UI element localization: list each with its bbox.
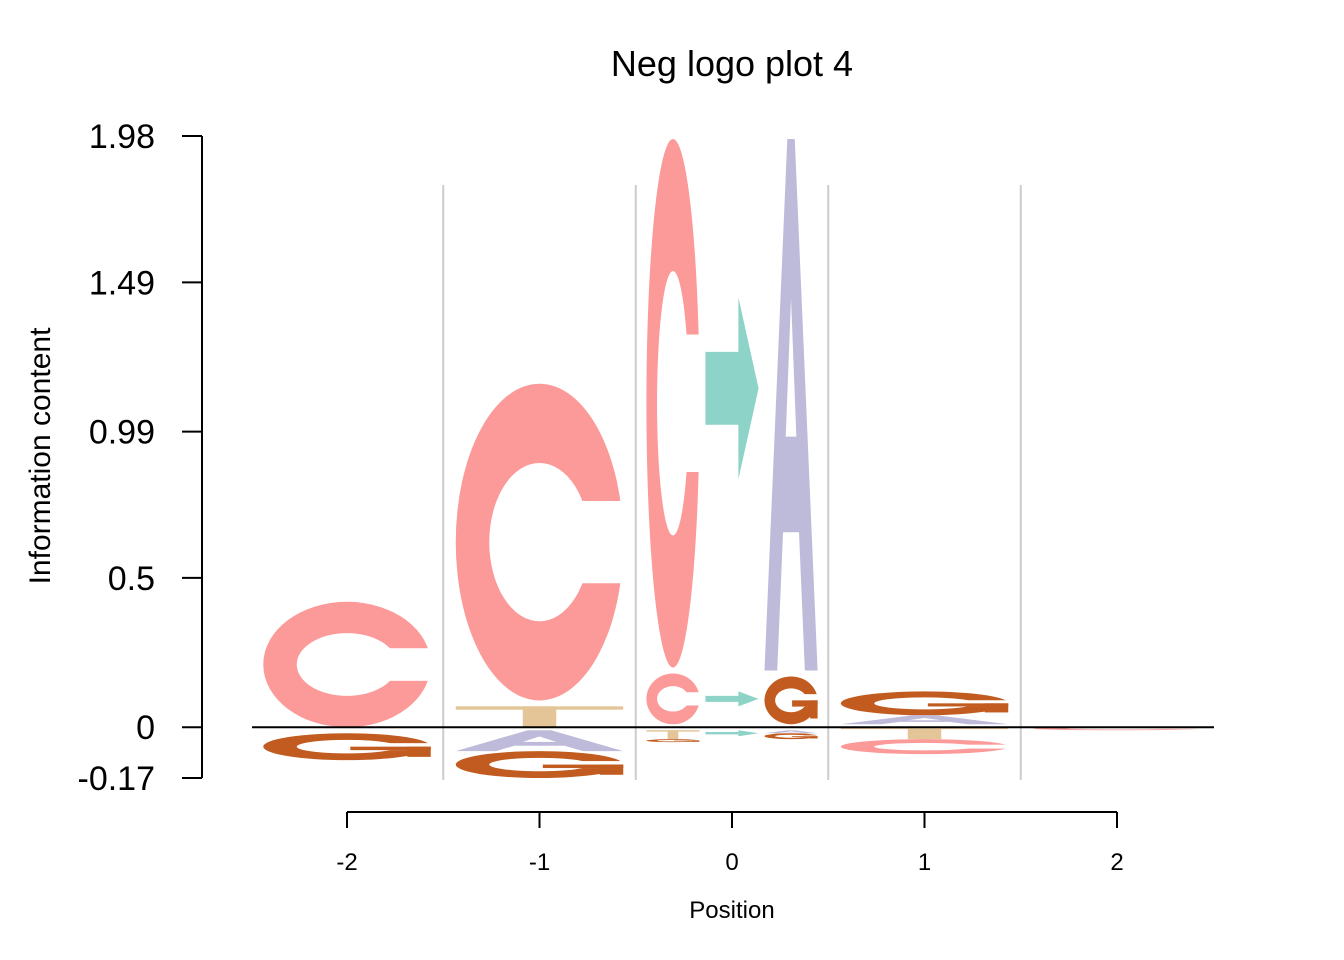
x-tick-label-3: 1 — [918, 849, 931, 876]
logo-letter-G-p2-c0-3 — [646, 739, 702, 743]
logo-letter-T-p2-c0-2 — [646, 730, 700, 740]
x-tick-label-4: 2 — [1110, 849, 1123, 876]
x-axis-label: Position — [689, 897, 774, 924]
y-axis: -0.17 0 0.5 0.99 1.49 1.98 — [78, 118, 203, 798]
logo-letter-G-p1-c0-3 — [455, 751, 626, 779]
x-tick-label-0: -2 — [336, 849, 357, 876]
y-tick-label-4: 1.49 — [89, 264, 155, 302]
y-tick-label-0: -0.17 — [78, 760, 156, 798]
chart-title: Neg logo plot 4 — [611, 43, 853, 84]
logo-letter-G-p2-c2-0 — [764, 676, 820, 725]
logo-letter-M-p2-c1-0 — [705, 691, 759, 707]
y-tick-label-1: 0 — [136, 709, 155, 747]
logo-letter-M-p2-c1-2 — [705, 730, 759, 737]
logo-letter-A-p2-c2-2 — [764, 730, 818, 734]
y-tick-label-2: 0.5 — [108, 560, 155, 598]
logo-letters — [263, 138, 1203, 779]
x-tick-label-1: -1 — [529, 849, 550, 876]
logo-letter-M-p2-c1-1 — [705, 297, 759, 480]
logo-letter-T-p1-c0-0 — [455, 706, 624, 728]
logo-letter-C-p2-c0-0 — [646, 673, 702, 725]
logo-letter-C-p3-c0-3 — [840, 739, 1011, 755]
logo-letter-A-p1-c0-2 — [455, 730, 624, 752]
y-tick-label-3: 0.99 — [89, 414, 155, 452]
y-axis-label: Information content — [24, 327, 57, 584]
y-tick-label-5: 1.98 — [89, 118, 155, 156]
logo-letter-G-p3-c0-0 — [840, 691, 1011, 716]
logo-letter-A-p2-c2-1 — [764, 138, 818, 671]
logo-letter-A-p3-c0-1 — [840, 715, 1009, 725]
logo-letter-C-p2-c0-1 — [646, 138, 702, 668]
logo-letter-T-p3-c0-2 — [840, 727, 1009, 740]
logo-letter-G-p2-c2-3 — [764, 733, 820, 740]
logo-letter-C-p0-c0-0 — [263, 601, 433, 728]
x-tick-label-2: 0 — [725, 849, 738, 876]
x-axis: -2 -1 0 1 2 — [336, 811, 1124, 876]
logo-letter-G-p0-c0-1 — [263, 733, 433, 761]
logo-letter-C-p1-c0-1 — [455, 383, 626, 701]
position-dividers — [442, 185, 1022, 780]
